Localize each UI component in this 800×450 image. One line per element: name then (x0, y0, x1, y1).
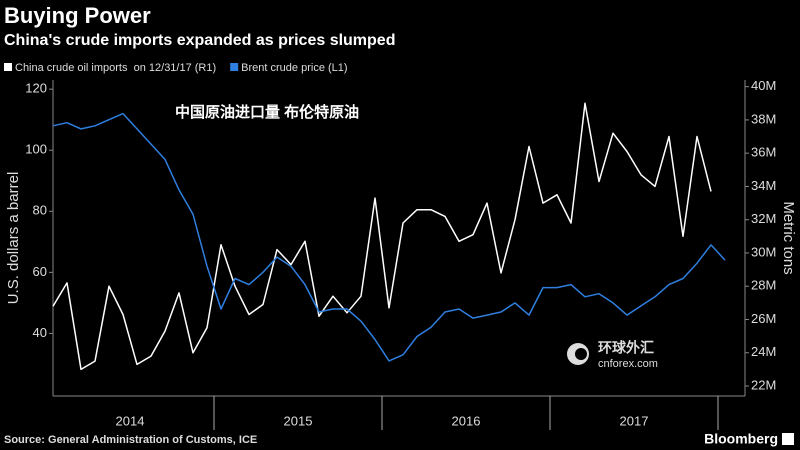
chart-subtitle: China's crude imports expanded as prices… (4, 32, 395, 49)
legend-swatch (230, 63, 239, 71)
x-tick-label: 2014 (116, 413, 145, 428)
series-line (52, 112, 726, 362)
y2-axis-label: Metric tons (780, 201, 797, 274)
y2-tick-label: 24M (751, 344, 776, 359)
y2-tick-label: 26M (751, 311, 776, 326)
y2-tick-label: 28M (751, 278, 776, 293)
y2-tick-label: 32M (751, 211, 776, 226)
y2-tick-label: 34M (751, 178, 776, 193)
y-axis-label: U.S. dollars a barrel (5, 172, 22, 305)
chart-title: Buying Power (4, 3, 151, 28)
series-line (52, 102, 712, 371)
x-tick-label: 2016 (452, 413, 481, 428)
legend-label: China crude oil imports on 12/31/17 (R1) (15, 62, 216, 74)
y-tick-label: 120 (25, 81, 47, 96)
legend-label: Brent crude price (L1) (241, 62, 347, 74)
y-tick-label: 40 (33, 325, 47, 340)
y2-tick-label: 30M (751, 244, 776, 259)
annotation: 中国原油进口量 布伦特原油 (175, 103, 359, 121)
brand: Bloomberg (704, 431, 778, 447)
y-tick-label: 100 (25, 142, 47, 157)
x-tick-label: 2017 (620, 413, 649, 428)
y-tick-label: 80 (33, 203, 47, 218)
brand-icon (782, 433, 794, 445)
watermark: 环球外汇 (598, 340, 654, 356)
watermark-logo (575, 348, 587, 360)
legend-swatch (4, 63, 12, 71)
watermark-site: cnforex.com (598, 358, 658, 370)
x-tick-label: 2015 (284, 413, 313, 428)
y2-tick-label: 40M (751, 78, 776, 93)
y2-tick-label: 36M (751, 145, 776, 160)
source: Source: General Administration of Custom… (4, 434, 257, 446)
y2-tick-label: 22M (751, 377, 776, 392)
y-tick-label: 60 (33, 264, 47, 279)
y2-tick-label: 38M (751, 111, 776, 126)
